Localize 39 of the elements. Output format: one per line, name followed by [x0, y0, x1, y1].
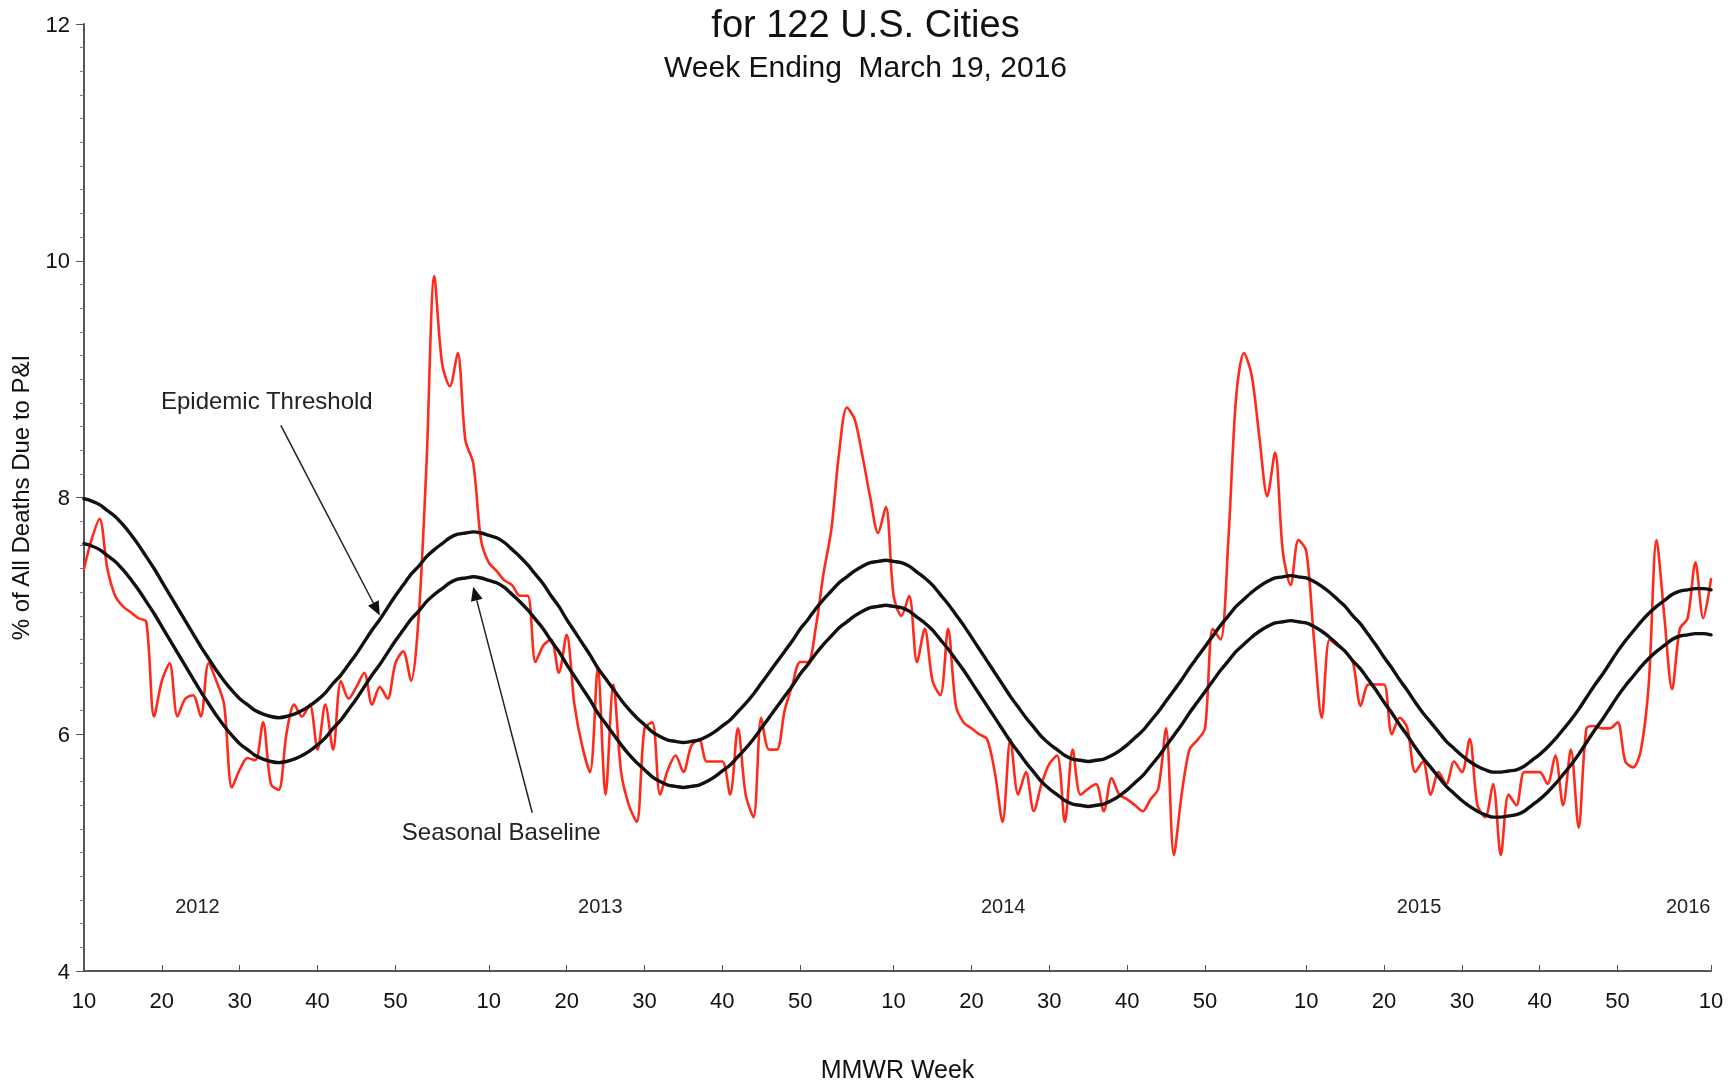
x-tick-label: 20 — [554, 987, 579, 1013]
y-axis-title: % of All Deaths Due to P&I — [6, 354, 34, 641]
x-tick-label: 10 — [476, 987, 502, 1013]
x-tick-label: 10 — [881, 987, 906, 1013]
x-tick-label: 30 — [227, 987, 252, 1013]
annotation: 2016 — [1665, 895, 1711, 917]
x-axis-title: MMWR Week — [820, 1054, 975, 1083]
x-tick-label: 40 — [710, 987, 735, 1013]
y-tick-label: 6 — [57, 721, 70, 747]
y-tick-label: 12 — [45, 11, 70, 37]
x-tick-label: 50 — [1605, 987, 1630, 1013]
x-tick-label: 30 — [1037, 987, 1062, 1013]
annotation: 2014 — [980, 895, 1026, 917]
chart-title: for 122 U.S. Cities — [711, 3, 1020, 45]
x-tick-label: 10 — [1293, 987, 1319, 1013]
y-tick-label: 8 — [57, 485, 70, 510]
annotation: 2015 — [1396, 895, 1442, 917]
line-series — [82, 541, 1713, 819]
annotation: Seasonal Baseline — [401, 818, 601, 846]
x-tick-label: 40 — [305, 987, 330, 1013]
x-tick-label: 50 — [1192, 987, 1218, 1013]
x-tick-label: 30 — [1449, 987, 1475, 1013]
x-tick-label: 50 — [787, 987, 813, 1013]
annotation: 2012 — [175, 895, 220, 917]
y-tick-label: 4 — [57, 958, 70, 984]
x-tick-label: 20 — [959, 987, 984, 1013]
line-series — [82, 496, 1713, 774]
x-tick-label: 40 — [1114, 987, 1140, 1013]
annotation: 2013 — [578, 895, 623, 917]
x-tick-label: 40 — [1527, 987, 1552, 1013]
y-tick-label: 10 — [45, 248, 70, 274]
line-series — [82, 274, 1713, 857]
annotation: Epidemic Threshold — [160, 386, 373, 414]
x-tick-label: 20 — [1371, 987, 1397, 1013]
x-tick-label: 50 — [383, 987, 408, 1013]
x-tick-label: 30 — [632, 987, 657, 1013]
x-tick-label: 20 — [149, 987, 175, 1013]
text: Week Ending March 19, 2016 — [663, 49, 1068, 83]
x-tick-label: 10 — [1698, 987, 1724, 1013]
